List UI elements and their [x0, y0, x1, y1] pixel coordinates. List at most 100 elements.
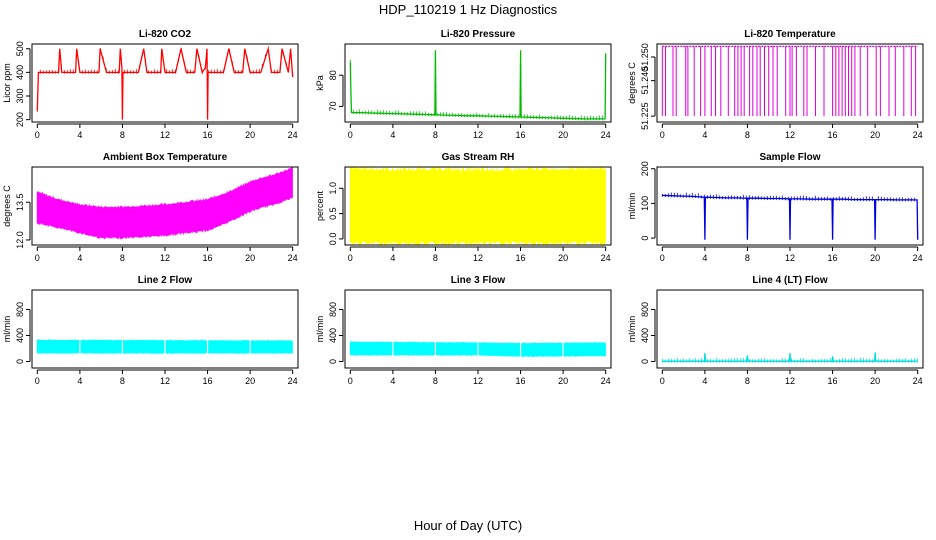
- panel-frame: [344, 43, 612, 123]
- series-drops: [661, 46, 917, 117]
- x-tick-label: 20: [245, 130, 255, 140]
- panel-title: Line 2 Flow: [138, 275, 193, 286]
- y-tick-label: 70: [328, 101, 338, 111]
- x-tick-label: 24: [288, 130, 298, 140]
- x-tick-label: 4: [390, 376, 395, 386]
- y-tick-label: 800: [328, 302, 338, 317]
- panel-title: Line 4 (LT) Flow: [752, 275, 828, 286]
- x-tick-label: 24: [288, 376, 298, 386]
- panel-title: Line 3 Flow: [451, 275, 506, 286]
- panel-data: [661, 45, 918, 117]
- x-tick-label: 20: [870, 130, 880, 140]
- x-tick-label: 0: [348, 376, 353, 386]
- x-tick-label: 12: [473, 376, 483, 386]
- x-tick-label: 4: [702, 130, 707, 140]
- series-noise: [349, 167, 606, 245]
- x-tick-label: 8: [120, 253, 125, 263]
- y-tick-label: 300: [15, 88, 25, 103]
- y-tick-label: 500: [15, 41, 25, 56]
- x-tick-label: 16: [203, 130, 213, 140]
- y-tick-label: 400: [328, 328, 338, 343]
- y-tick-label: 0: [15, 359, 25, 364]
- series-jitter: [661, 192, 918, 227]
- y-tick-label: 0.0: [328, 233, 338, 246]
- x-tick-label: 20: [558, 130, 568, 140]
- y-tick-label: 400: [640, 328, 650, 343]
- x-tick-label: 16: [516, 253, 526, 263]
- y-axis-label: degrees C: [2, 185, 12, 227]
- x-tick-label: 12: [160, 253, 170, 263]
- y-tick-label: 100: [640, 196, 650, 211]
- panel-title: Ambient Box Temperature: [103, 152, 228, 163]
- x-tick-label: 12: [785, 253, 795, 263]
- x-tick-label: 20: [245, 253, 255, 263]
- y-axis-label: ml/min: [627, 193, 637, 220]
- y-tick-label: 80: [328, 70, 338, 80]
- y-axis-label: degrees C: [627, 62, 637, 104]
- y-tick-label: 800: [15, 302, 25, 317]
- panel-frame: [31, 166, 299, 246]
- y-axis-label: ml/min: [2, 316, 12, 343]
- panel-frame: [656, 43, 924, 123]
- x-tick-label: 24: [913, 253, 923, 263]
- x-tick-label: 12: [160, 376, 170, 386]
- x-tick-label: 0: [660, 253, 665, 263]
- x-tick-label: 20: [558, 253, 568, 263]
- x-tick-label: 24: [288, 253, 298, 263]
- series-line: [349, 50, 607, 120]
- series-jitter: [36, 46, 293, 112]
- x-tick-label: 4: [77, 130, 82, 140]
- x-tick-label: 0: [35, 130, 40, 140]
- y-tick-label: 1.0: [328, 182, 338, 195]
- y-tick-label: 12.0: [15, 231, 25, 249]
- x-tick-label: 4: [702, 253, 707, 263]
- y-tick-label: 51.225: [640, 102, 650, 130]
- x-tick-label: 8: [745, 253, 750, 263]
- x-tick-label: 16: [516, 376, 526, 386]
- x-tick-label: 0: [660, 130, 665, 140]
- y-tick-label: 51.250: [640, 43, 650, 71]
- panel-title: Gas Stream RH: [442, 152, 515, 163]
- panel-frame: [344, 166, 612, 246]
- panel-6: Sample Flow 0 4 8 12 16 20 24 0 100 200 ml/min: [627, 152, 924, 263]
- x-tick-label: 8: [433, 253, 438, 263]
- x-tick-label: 20: [245, 376, 255, 386]
- y-tick-label: 51.240: [640, 67, 650, 95]
- x-tick-label: 16: [203, 253, 213, 263]
- x-tick-label: 24: [601, 376, 611, 386]
- panel-data: [36, 290, 293, 368]
- panel-frame: [31, 289, 299, 369]
- series-jitter: [661, 353, 918, 363]
- panel-data: [661, 352, 918, 363]
- y-tick-label: 200: [15, 112, 25, 127]
- series-line: [662, 194, 919, 240]
- panel-4: Ambient Box Temperature 0 4 8 12 16 20 24 12.0 13…: [2, 152, 299, 263]
- x-tick-label: 12: [785, 130, 795, 140]
- x-tick-label: 4: [390, 253, 395, 263]
- x-tick-label: 8: [433, 130, 438, 140]
- y-tick-label: 0: [640, 359, 650, 364]
- y-axis-label: ml/min: [627, 316, 637, 343]
- x-tick-label: 12: [785, 376, 795, 386]
- panel-data: [349, 50, 607, 121]
- y-tick-label: 200: [640, 161, 650, 176]
- figure-title: HDP_110219 1 Hz Diagnostics: [378, 2, 558, 17]
- panel-frame: [656, 289, 924, 369]
- x-tick-label: 24: [913, 376, 923, 386]
- panel-frame: [31, 43, 299, 123]
- y-tick-label: 0: [640, 236, 650, 241]
- series-jitter: [349, 59, 606, 121]
- y-axis-label: percent: [315, 190, 325, 221]
- panel-frame: [344, 289, 612, 369]
- x-tick-label: 8: [745, 130, 750, 140]
- x-tick-label: 8: [120, 376, 125, 386]
- x-tick-label: 20: [558, 376, 568, 386]
- y-tick-label: 400: [15, 65, 25, 80]
- x-tick-label: 8: [433, 376, 438, 386]
